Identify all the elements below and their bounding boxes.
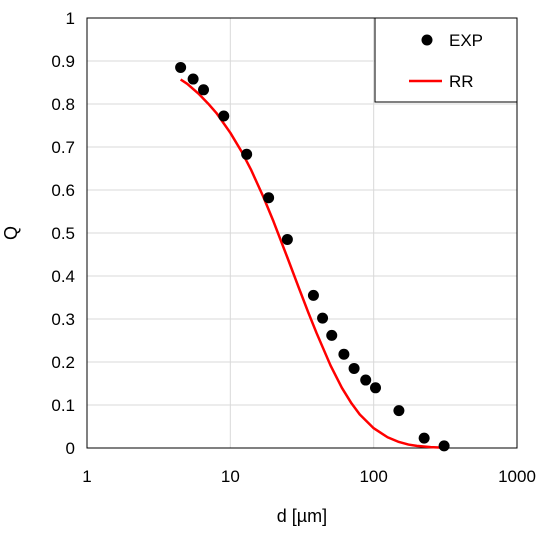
series-layer [175, 61, 450, 452]
data-point-exp [360, 374, 372, 386]
data-point-exp [348, 362, 360, 374]
data-point-exp [263, 192, 275, 204]
y-tick-label: 0 [66, 439, 75, 458]
grid-layer [87, 18, 517, 448]
x-tick-label: 1 [82, 467, 91, 486]
y-tick-label: 0.7 [51, 138, 75, 157]
data-point-exp [175, 61, 187, 73]
tick-layer: 0 0.1 0.2 0.3 0.4 0.5 0.6 0.7 0.8 0.9 1 1 10 100 1000 [51, 9, 536, 486]
legend-exp-marker [421, 34, 433, 46]
legend-box [374, 17, 518, 103]
y-tick-label: 0.8 [51, 95, 75, 114]
data-point-exp [370, 382, 382, 394]
data-point-exp [326, 329, 338, 341]
data-point-exp [438, 440, 450, 452]
y-tick-label: 0.1 [51, 396, 75, 415]
series-line-rr [179, 78, 443, 449]
y-tick-label: 0.9 [51, 52, 75, 71]
y-tick-label: 0.2 [51, 353, 75, 372]
y-tick-label: 0.4 [51, 267, 75, 286]
legend: EXP RR [374, 17, 518, 103]
data-point-exp [198, 84, 210, 96]
legend-exp-label: EXP [449, 31, 483, 50]
x-tick-label: 100 [359, 467, 387, 486]
data-point-exp [281, 233, 293, 245]
data-point-exp [241, 148, 253, 160]
y-axis-title: Q [1, 226, 21, 240]
y-tick-label: 1 [66, 9, 75, 28]
data-point-exp [317, 312, 329, 324]
data-point-exp [218, 110, 230, 122]
x-axis-title: d [µm] [277, 506, 327, 526]
x-tick-label: 1000 [498, 467, 536, 486]
data-point-exp [393, 405, 405, 417]
y-tick-label: 0.3 [51, 310, 75, 329]
data-point-exp [338, 348, 350, 360]
y-tick-label: 0.6 [51, 181, 75, 200]
plot-frame [86, 17, 518, 449]
data-point-exp [187, 73, 199, 85]
data-point-exp [307, 289, 319, 301]
x-tick-label: 10 [221, 467, 240, 486]
legend-rr-label: RR [449, 72, 474, 91]
data-point-exp [418, 432, 430, 444]
y-tick-label: 0.5 [51, 224, 75, 243]
